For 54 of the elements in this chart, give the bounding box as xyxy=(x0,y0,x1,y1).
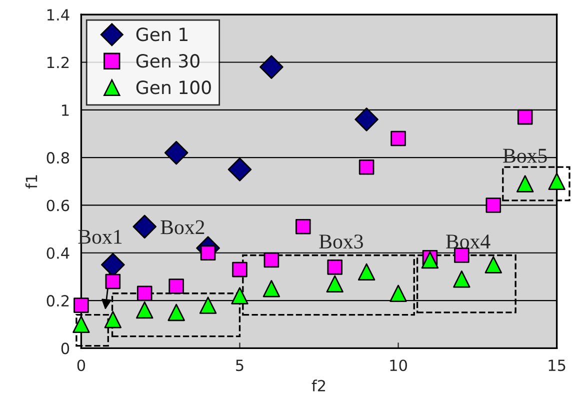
y-tick-label: 1.4 xyxy=(47,9,70,20)
y-tick-label: 1.2 xyxy=(47,56,69,68)
x-tick-label: 15 xyxy=(548,360,566,372)
point xyxy=(486,198,502,213)
point xyxy=(264,252,280,268)
annotation: Box3 xyxy=(319,234,363,249)
point xyxy=(104,310,122,328)
point xyxy=(421,251,439,269)
annotation: Box2 xyxy=(160,220,204,234)
point xyxy=(326,275,344,292)
point xyxy=(390,130,406,146)
point xyxy=(262,280,280,298)
point xyxy=(199,296,217,314)
x-axis-title: f2 xyxy=(312,380,326,392)
y-tick-label: 0.2 xyxy=(46,295,69,307)
point xyxy=(168,304,185,322)
point xyxy=(358,159,374,175)
x-tick-label: 5 xyxy=(236,360,244,372)
y-tick-label: 0.4 xyxy=(46,247,70,259)
y-tick-label: 1 xyxy=(62,104,69,116)
point xyxy=(516,175,534,192)
legend-label: Gen 30 xyxy=(136,54,200,68)
point xyxy=(164,140,188,165)
point xyxy=(454,248,470,263)
point xyxy=(105,274,121,290)
y-axis-title: f1 xyxy=(25,175,38,189)
point xyxy=(136,301,154,319)
point xyxy=(74,298,89,313)
legend-label: Gen 1 xyxy=(136,28,188,42)
point xyxy=(484,256,502,274)
point xyxy=(260,55,284,79)
point xyxy=(453,270,470,288)
point xyxy=(168,278,184,294)
legend-label: Gen 100 xyxy=(136,80,211,94)
y-tick-label: 0 xyxy=(61,342,70,354)
point xyxy=(231,287,248,304)
point xyxy=(228,158,252,182)
point xyxy=(390,284,407,302)
annotation: Box4 xyxy=(446,234,490,249)
point xyxy=(136,286,152,302)
point xyxy=(517,109,533,125)
point xyxy=(296,219,311,234)
point xyxy=(200,245,216,261)
point xyxy=(232,262,248,278)
y-tick-label: 0.8 xyxy=(46,152,70,164)
point xyxy=(132,214,157,239)
point xyxy=(327,260,342,275)
point xyxy=(354,108,378,132)
x-tick-label: 0 xyxy=(77,360,86,372)
x-tick-label: 10 xyxy=(390,360,407,372)
point xyxy=(72,316,90,333)
point xyxy=(548,172,566,190)
point xyxy=(358,263,376,281)
y-tick-label: 0.6 xyxy=(46,200,70,212)
